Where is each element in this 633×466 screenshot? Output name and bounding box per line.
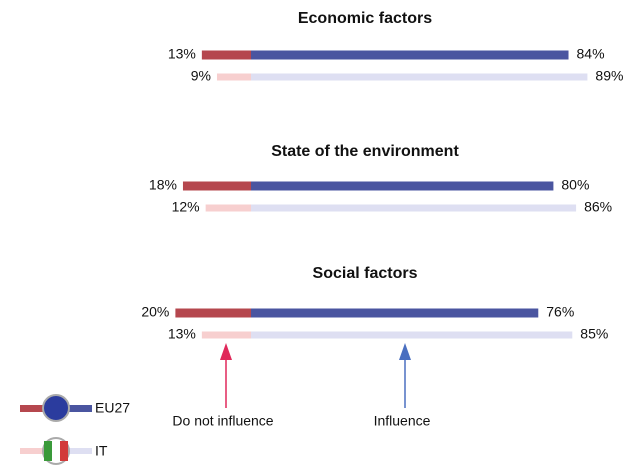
legend-flag xyxy=(44,441,52,461)
value-label: 13% xyxy=(168,326,196,342)
bar xyxy=(251,50,569,60)
group-title: State of the environment xyxy=(271,143,459,160)
legend-swatch xyxy=(56,448,92,454)
value-label: 80% xyxy=(561,177,589,193)
value-label: 86% xyxy=(584,199,612,215)
legend-swatch xyxy=(56,405,92,412)
bar xyxy=(175,308,251,318)
value-label: 85% xyxy=(580,326,608,342)
bar xyxy=(251,331,573,339)
value-label: 89% xyxy=(595,68,623,84)
legend-label: EU27 xyxy=(95,400,130,416)
value-label: 76% xyxy=(546,304,574,320)
bar xyxy=(251,73,588,81)
value-label: 9% xyxy=(191,68,211,84)
bar xyxy=(251,308,539,318)
group-title: Economic factors xyxy=(298,10,432,27)
annotation-arrowhead xyxy=(220,343,232,360)
bar xyxy=(251,204,577,212)
annotation: Do not influence xyxy=(172,413,273,429)
value-label: 18% xyxy=(149,177,177,193)
legend-label: IT xyxy=(95,443,108,459)
bar xyxy=(251,181,554,191)
bar xyxy=(205,204,251,212)
annotation-arrowhead xyxy=(399,343,411,360)
legend-flag xyxy=(60,441,68,461)
group-title: Social factors xyxy=(313,265,418,282)
legend-flag xyxy=(42,394,70,422)
bar xyxy=(182,181,251,191)
value-label: 12% xyxy=(172,199,200,215)
bar xyxy=(201,331,251,339)
value-label: 13% xyxy=(168,46,196,62)
bar xyxy=(216,73,251,81)
bar xyxy=(201,50,251,60)
legend: EU27 IT xyxy=(20,394,130,465)
annotation: Influence xyxy=(374,413,431,429)
value-label: 20% xyxy=(141,304,169,320)
value-label: 84% xyxy=(577,46,605,62)
